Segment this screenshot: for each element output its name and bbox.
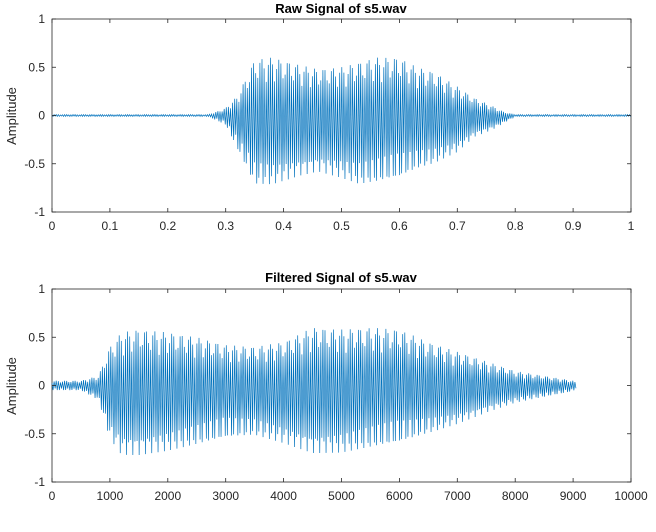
raw-signal-x-tick-label: 0.3	[217, 219, 234, 233]
filtered-signal-y-tick-label: -0.5	[24, 427, 45, 441]
filtered-signal-x-tick-label: 5000	[328, 489, 355, 503]
filtered-signal-x-tick-label: 10000	[614, 489, 648, 503]
filtered-signal-y-tick-label: -1	[34, 475, 45, 489]
filtered-signal-x-tick-label: 9000	[560, 489, 587, 503]
filtered-signal-x-tick-label: 8000	[502, 489, 529, 503]
raw-signal-series-line	[51, 57, 631, 185]
raw-signal-x-tick-label: 0.5	[333, 219, 350, 233]
raw-signal-y-tick-label: 0	[38, 109, 45, 123]
raw-signal-x-tick-label: 0.6	[391, 219, 408, 233]
raw-signal-y-tick-label: -1	[34, 205, 45, 219]
raw-signal-x-tick-label: 0.7	[449, 219, 466, 233]
filtered-signal-plot-area: 0 1000 2000 3000 4000 5000 6000 7000 8000 9000 100…	[24, 282, 648, 503]
raw-signal-y-tick-label: -0.5	[24, 157, 45, 171]
raw-signal-x-tick-label: 0.4	[275, 219, 292, 233]
filtered-signal-x-tick-label: 1000	[97, 489, 124, 503]
filtered-signal-subplot: Filtered Signal of s5.wav Amplitude 0 100…	[4, 270, 648, 503]
raw-signal-x-tick-label: 0.8	[507, 219, 524, 233]
filtered-signal-y-tick-label: 0.5	[28, 330, 45, 344]
filtered-signal-y-tick-label: 1	[38, 282, 45, 296]
filtered-signal-x-tick-label: 7000	[444, 489, 471, 503]
raw-signal-x-tick-label: 0.2	[159, 219, 176, 233]
filtered-signal-y-tick-label: 0	[38, 379, 45, 393]
filtered-signal-x-tick-label: 4000	[270, 489, 297, 503]
raw-signal-x-tick-label: 0.1	[102, 219, 119, 233]
filtered-signal-series-line	[51, 328, 577, 455]
raw-signal-y-tick-label: 0.5	[28, 60, 45, 74]
raw-signal-subplot: Raw Signal of s5.wav Amplitude 0 0.1 0.2 0.…	[4, 1, 635, 233]
filtered-signal-x-tick-label: 2000	[154, 489, 181, 503]
raw-signal-plot-area: 0 0.1 0.2 0.3 0.4 0.5 0.6 0.7 0.8 0.9 1 1 0.5 0 -0.5 -1	[24, 12, 634, 233]
filtered-signal-title: Filtered Signal of s5.wav	[265, 270, 417, 285]
raw-signal-x-tick-label: 1	[628, 219, 635, 233]
filtered-signal-y-axis-label: Amplitude	[4, 357, 19, 415]
raw-signal-x-tick-label: 0.9	[565, 219, 582, 233]
raw-signal-x-tick-label: 0	[49, 219, 56, 233]
raw-signal-y-axis-label: Amplitude	[4, 87, 19, 145]
filtered-signal-x-tick-label: 6000	[386, 489, 413, 503]
raw-signal-y-tick-label: 1	[38, 12, 45, 26]
filtered-signal-x-tick-label: 0	[49, 489, 56, 503]
raw-signal-title: Raw Signal of s5.wav	[275, 1, 407, 16]
filtered-signal-x-tick-label: 3000	[212, 489, 239, 503]
